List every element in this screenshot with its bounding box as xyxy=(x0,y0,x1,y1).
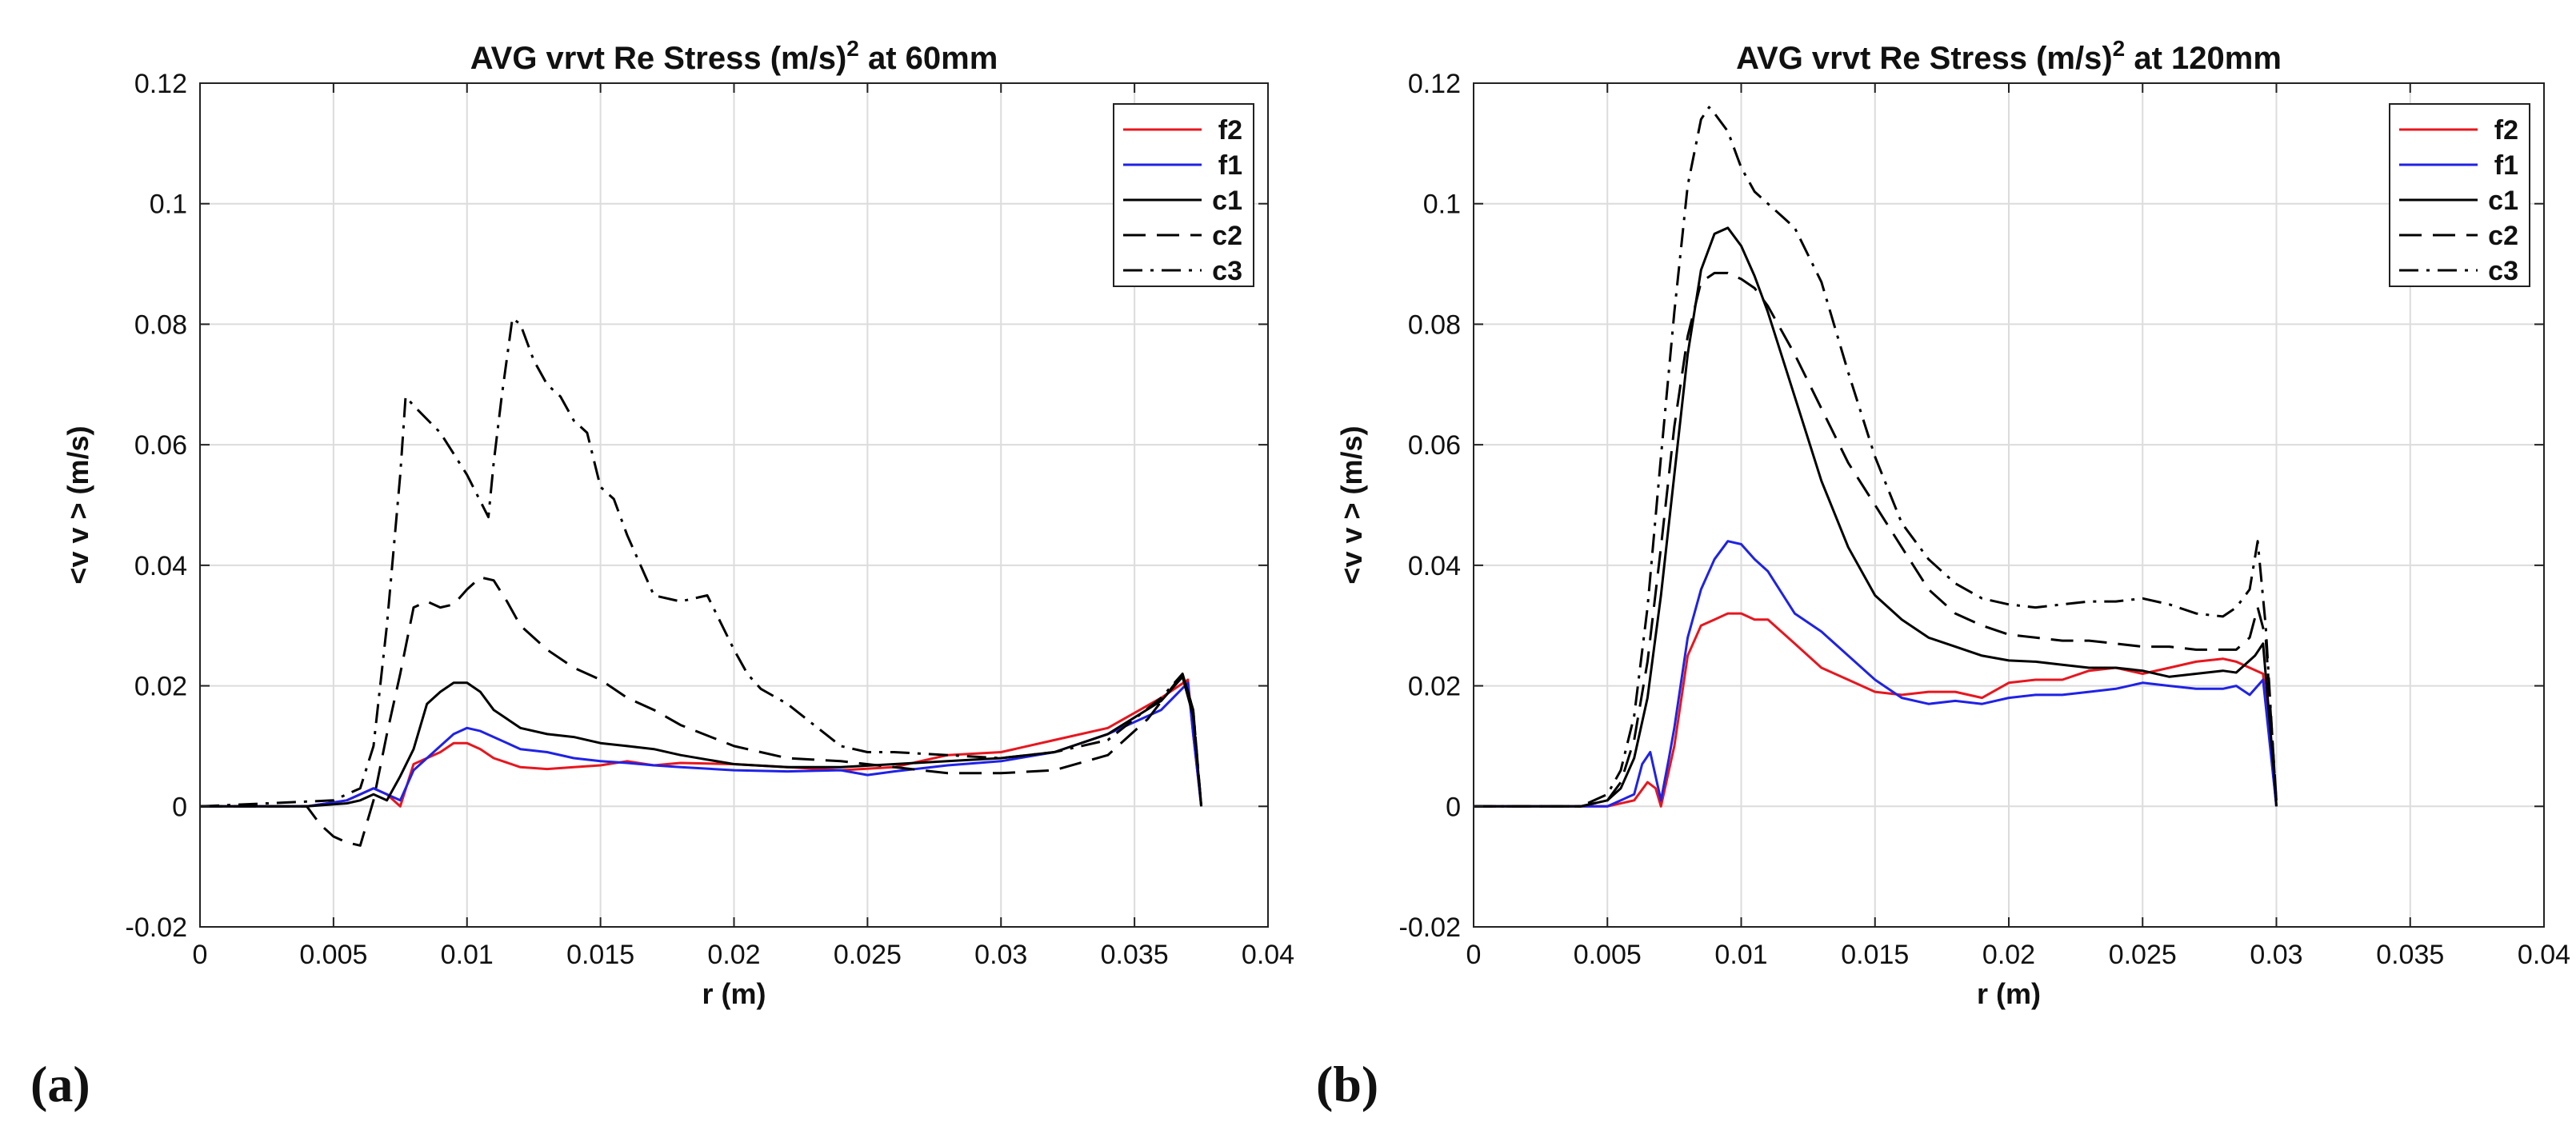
x-tick-label: 0.03 xyxy=(2250,940,2302,970)
legend-box xyxy=(1113,103,1254,287)
legend-label-f2: f2 xyxy=(1218,115,1242,146)
y-tick-label: 0.08 xyxy=(134,309,187,340)
chart-title: AVG vrvt Re Stress (m/s)2 at 120mm xyxy=(1736,36,2282,76)
y-axis-label: <v v > (m/s) xyxy=(1335,425,1368,584)
series-line-c2 xyxy=(200,576,1203,847)
series-line-f2 xyxy=(1474,612,2278,808)
x-tick-label: 0.02 xyxy=(707,940,760,970)
series-line-c3 xyxy=(1474,106,2278,808)
x-tick-label: 0 xyxy=(193,940,208,970)
legend-label-c2: c2 xyxy=(2488,221,2518,251)
x-tick-label: 0.005 xyxy=(299,940,367,970)
panel-label: (a) xyxy=(30,1056,90,1112)
y-tick-label: 0.1 xyxy=(1423,190,1461,220)
series-line-c1 xyxy=(1474,226,2278,808)
legend: f2 f1 c1 c2 c3 xyxy=(1113,103,1254,287)
y-tick-label: 0.02 xyxy=(134,672,187,702)
series-line-c2 xyxy=(1474,271,2278,808)
x-axis-label: r (m) xyxy=(1977,977,2041,1010)
ticks: 0 0.005 0.01 0.015 0.02 0.025 0.03 0.035 0.04 -0.… xyxy=(1399,69,2571,970)
x-tick-label: 0.04 xyxy=(1242,940,1294,970)
legend-label-f1: f1 xyxy=(2494,150,2518,181)
y-tick-label: 0 xyxy=(172,792,187,822)
y-tick-label: 0.12 xyxy=(1408,69,1461,99)
x-tick-label: 0 xyxy=(1466,940,1482,970)
y-tick-label: 0.04 xyxy=(134,551,187,581)
legend-label-f2: f2 xyxy=(2494,115,2518,146)
legend-label-c3: c3 xyxy=(1212,256,1242,286)
x-tick-label: 0.035 xyxy=(2376,940,2444,970)
series-line-c3 xyxy=(199,317,1203,808)
x-tick-label: 0.03 xyxy=(974,940,1027,970)
y-tick-label: 0 xyxy=(1446,792,1461,822)
x-tick-label: 0.015 xyxy=(566,940,634,970)
x-tick-label: 0.04 xyxy=(2518,940,2570,970)
chart-title: AVG vrvt Re Stress (m/s)2 at 60mm xyxy=(470,36,998,76)
legend-box xyxy=(2389,103,2530,287)
y-tick-label: 0.04 xyxy=(1408,551,1461,581)
y-tick-label: -0.02 xyxy=(126,912,188,943)
y-axis-label: <v v > (m/s) xyxy=(62,425,94,584)
x-axis-label: r (m) xyxy=(702,977,766,1010)
y-tick-label: 0.12 xyxy=(134,69,187,99)
x-tick-label: 0.025 xyxy=(2109,940,2177,970)
x-tick-label: 0.02 xyxy=(1982,940,2035,970)
y-tick-label: 0.06 xyxy=(134,430,187,461)
chart-panel-b: 0 0.005 0.01 0.015 0.02 0.025 0.03 0.035 0.04 -0.… xyxy=(1316,36,2570,1112)
y-tick-label: 0.08 xyxy=(1408,309,1461,340)
series-line-f2 xyxy=(200,678,1203,808)
x-tick-label: 0.035 xyxy=(1101,940,1169,970)
y-tick-label: 0.06 xyxy=(1408,430,1461,461)
x-tick-label: 0.01 xyxy=(441,940,494,970)
x-tick-label: 0.01 xyxy=(1714,940,1767,970)
legend-label-c3: c3 xyxy=(2488,256,2518,286)
chart-panel-a: 0 0.005 0.01 0.015 0.02 0.025 0.03 0.035 0.04 -0.… xyxy=(30,36,1294,1112)
legend: f2 f1 c1 c2 c3 xyxy=(2389,103,2530,287)
plot-lines xyxy=(1474,106,2278,808)
y-tick-label: -0.02 xyxy=(1399,912,1462,943)
x-tick-label: 0.005 xyxy=(1574,940,1642,970)
ticks: 0 0.005 0.01 0.015 0.02 0.025 0.03 0.035 0.04 -0.… xyxy=(126,69,1295,970)
series-line-f1 xyxy=(1474,540,2278,808)
y-tick-label: 0.02 xyxy=(1408,672,1461,702)
legend-label-c1: c1 xyxy=(1212,186,1242,216)
legend-label-c2: c2 xyxy=(1212,221,1242,251)
x-tick-label: 0.025 xyxy=(834,940,902,970)
x-tick-label: 0.015 xyxy=(1841,940,1909,970)
legend-label-f1: f1 xyxy=(1218,150,1242,181)
y-tick-label: 0.1 xyxy=(150,190,187,220)
series-line-f1 xyxy=(200,681,1203,808)
series-line-c1 xyxy=(200,675,1203,808)
plot-lines xyxy=(199,317,1203,847)
panel-label: (b) xyxy=(1316,1056,1378,1112)
legend-label-c1: c1 xyxy=(2488,186,2518,216)
